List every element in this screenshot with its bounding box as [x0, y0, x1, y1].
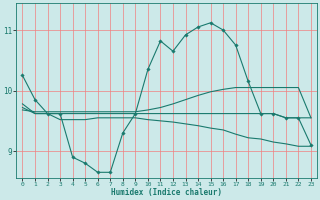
X-axis label: Humidex (Indice chaleur): Humidex (Indice chaleur) [111, 188, 222, 197]
